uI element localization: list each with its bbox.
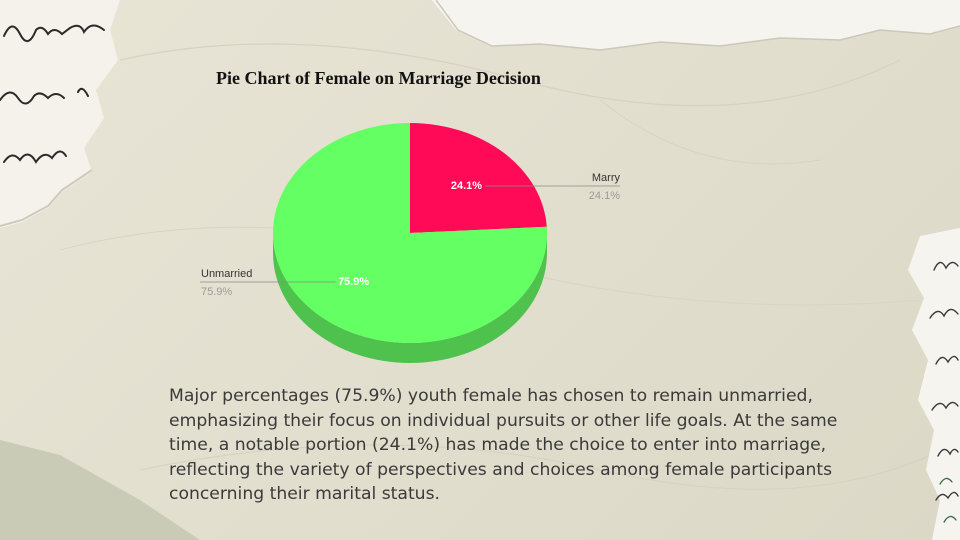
legend-value-unmarried: 75.9% [201, 286, 232, 298]
data-label-marry: 24.1% [451, 180, 482, 192]
pie-slice-marry [410, 123, 547, 233]
pie-side-unmarried [273, 233, 547, 363]
legend-name-unmarried: Unmarried [201, 268, 252, 280]
data-label-unmarried: 75.9% [338, 276, 369, 288]
torn-paper-top-right [432, 0, 960, 50]
chart-description: Major percentages (75.9%) youth female h… [169, 386, 838, 504]
chart-title: Pie Chart of Female on Marriage Decision [216, 68, 541, 88]
pie-slice-unmarried [273, 123, 547, 343]
torn-paper-right [908, 228, 960, 540]
legend-name-marry: Marry [592, 172, 621, 184]
legend-value-marry: 24.1% [589, 190, 620, 202]
